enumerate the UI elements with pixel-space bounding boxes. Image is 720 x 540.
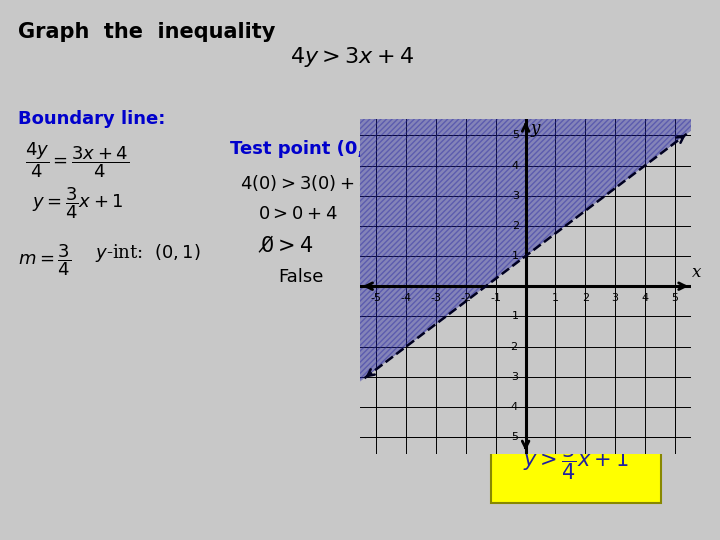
Text: -2: -2 <box>460 293 472 303</box>
Text: 1: 1 <box>512 251 519 261</box>
Text: -5: -5 <box>371 293 382 303</box>
Text: 2: 2 <box>512 221 519 231</box>
Text: $y = \dfrac{3}{4}x + 1$: $y = \dfrac{3}{4}x + 1$ <box>32 185 123 221</box>
Text: $0 \not> 4$: $0 \not> 4$ <box>258 235 313 256</box>
Text: Boundary line:: Boundary line: <box>18 110 166 128</box>
Text: $y > \dfrac{3}{4}x + 1$: $y > \dfrac{3}{4}x + 1$ <box>523 440 629 482</box>
Text: 5: 5 <box>671 293 678 303</box>
Text: $m = \dfrac{3}{4}$: $m = \dfrac{3}{4}$ <box>18 242 71 278</box>
FancyBboxPatch shape <box>491 419 661 503</box>
Text: False: False <box>278 268 323 286</box>
Text: -1: -1 <box>508 312 519 321</box>
Text: $4y > 3x + 4$: $4y > 3x + 4$ <box>290 45 414 69</box>
Text: y: y <box>531 120 540 137</box>
Text: 5: 5 <box>512 130 519 140</box>
Text: -2: -2 <box>508 341 519 352</box>
Text: Test point (0, 0): Test point (0, 0) <box>230 140 391 158</box>
Text: 3: 3 <box>512 191 519 201</box>
Text: Graph  the  inequality: Graph the inequality <box>18 22 275 42</box>
Text: 4: 4 <box>642 293 649 303</box>
Text: $0 > 0 + 4$: $0 > 0 + 4$ <box>258 205 338 223</box>
Text: 4: 4 <box>512 160 519 171</box>
Text: x: x <box>692 264 701 281</box>
Text: 1: 1 <box>552 293 559 303</box>
Text: -1: -1 <box>490 293 501 303</box>
Text: -4: -4 <box>401 293 412 303</box>
Text: -3: -3 <box>431 293 441 303</box>
Text: -3: -3 <box>508 372 519 382</box>
Text: 3: 3 <box>611 293 618 303</box>
Text: $4(0) > 3(0) + 4$: $4(0) > 3(0) + 4$ <box>240 173 371 193</box>
Text: -5: -5 <box>508 432 519 442</box>
Text: 2: 2 <box>582 293 589 303</box>
Text: -4: -4 <box>508 402 519 412</box>
Text: $y$-int:  $(0, 1)$: $y$-int: $(0, 1)$ <box>95 242 201 264</box>
Text: $\dfrac{4y}{4} = \dfrac{3x+4}{4}$: $\dfrac{4y}{4} = \dfrac{3x+4}{4}$ <box>25 140 129 180</box>
